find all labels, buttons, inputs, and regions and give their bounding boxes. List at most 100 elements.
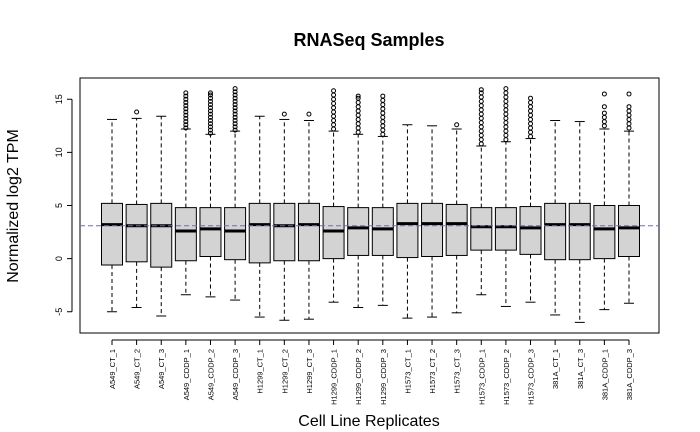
outlier-point bbox=[355, 108, 361, 114]
outlier-point bbox=[331, 118, 337, 123]
outlier-point bbox=[355, 125, 361, 131]
outlier-point bbox=[528, 121, 534, 127]
box-381A_CDDP_3 bbox=[618, 91, 640, 304]
x-tick-label: A549_CT_1 bbox=[108, 349, 117, 389]
outlier-point bbox=[331, 122, 337, 128]
outlier-point bbox=[232, 108, 238, 114]
x-tick-label: 381A_CDDP_1 bbox=[600, 349, 609, 400]
outlier-point bbox=[183, 106, 189, 112]
x-tick-label: A549_CDDP_3 bbox=[231, 349, 240, 400]
box-H1573_CDDP_3 bbox=[519, 95, 542, 303]
y-tick-label: 5 bbox=[54, 203, 64, 208]
outlier-point bbox=[380, 127, 386, 133]
outlier-point bbox=[601, 114, 607, 120]
outlier-point bbox=[503, 115, 509, 121]
outlier-point bbox=[503, 124, 509, 130]
outlier-point bbox=[503, 137, 509, 143]
box-381A_CT_3 bbox=[568, 121, 591, 323]
outlier-point bbox=[503, 90, 509, 96]
outlier-point bbox=[207, 92, 213, 98]
box-iqr bbox=[199, 207, 222, 257]
box-iqr bbox=[347, 207, 370, 256]
x-tick-label: 381A_CT_1 bbox=[551, 349, 560, 389]
y-tick-label: -5 bbox=[54, 308, 64, 316]
x-tick-label: H1573_CDDP_3 bbox=[527, 349, 536, 405]
outlier-point bbox=[331, 113, 337, 119]
outlier-point bbox=[355, 99, 361, 105]
x-tick-label: A549_CDDP_1 bbox=[182, 349, 191, 400]
box-iqr bbox=[544, 202, 567, 261]
box-iqr bbox=[470, 207, 493, 251]
y-tick-label: 10 bbox=[54, 147, 64, 157]
outlier-point bbox=[478, 124, 484, 130]
outlier-point bbox=[601, 104, 607, 110]
box-iqr bbox=[396, 202, 419, 259]
box-H1573_CT_2 bbox=[421, 125, 444, 318]
outlier-point bbox=[355, 121, 361, 127]
outlier-point bbox=[503, 132, 509, 138]
outlier-point bbox=[528, 108, 534, 114]
box-H1573_CDDP_2 bbox=[494, 86, 517, 307]
outlier-point bbox=[331, 96, 337, 102]
box-H1299_CDDP_1 bbox=[322, 88, 345, 303]
x-tick-label: H1299_CDDP_2 bbox=[354, 349, 363, 405]
outlier-point bbox=[183, 115, 189, 121]
box-iqr bbox=[445, 203, 468, 256]
outlier-point bbox=[207, 108, 213, 114]
outlier-point bbox=[232, 102, 238, 108]
y-axis-title: Normalized log2 TPM bbox=[5, 129, 22, 283]
outlier-point bbox=[478, 128, 484, 134]
outlier-point bbox=[478, 87, 484, 93]
outlier-point bbox=[380, 119, 386, 125]
outlier-point bbox=[380, 131, 386, 137]
outlier-point bbox=[232, 111, 238, 117]
x-tick-label: H1573_CT_1 bbox=[403, 349, 412, 394]
box-iqr bbox=[421, 202, 444, 257]
outlier-point bbox=[626, 104, 632, 110]
box-iqr bbox=[150, 202, 173, 268]
outlier-point bbox=[380, 106, 386, 112]
outlier-point bbox=[183, 90, 189, 96]
outlier-point bbox=[601, 110, 607, 116]
x-tick-label: H1299_CDDP_3 bbox=[379, 349, 388, 405]
outlier-point bbox=[528, 95, 534, 101]
outlier-point bbox=[503, 120, 509, 126]
y-tick-label: 15 bbox=[54, 94, 64, 104]
outlier-point bbox=[207, 124, 213, 130]
outlier-point bbox=[306, 111, 312, 117]
outlier-point bbox=[183, 122, 189, 128]
outlier-point bbox=[331, 92, 337, 98]
outlier-point bbox=[626, 108, 632, 114]
outlier-point bbox=[601, 91, 607, 97]
outlier-point bbox=[503, 94, 509, 100]
outlier-point bbox=[331, 126, 337, 132]
plot-frame bbox=[79, 77, 660, 334]
outlier-point bbox=[528, 112, 534, 118]
outlier-point bbox=[503, 86, 509, 92]
box-iqr bbox=[618, 205, 640, 257]
box-A549_CDDP_1 bbox=[174, 90, 197, 296]
outlier-point bbox=[207, 121, 213, 127]
x-tick-label: H1573_CT_3 bbox=[453, 349, 462, 394]
y-axis: -5 0 5 10 15 bbox=[54, 94, 73, 316]
outlier-point bbox=[478, 107, 484, 113]
outlier-point bbox=[183, 103, 189, 109]
outlier-point bbox=[626, 121, 632, 127]
box-A549_CT_1 bbox=[101, 118, 123, 313]
outlier-point bbox=[232, 118, 238, 123]
box-H1299_CDDP_3 bbox=[371, 93, 394, 306]
x-tick-label: H1573_CDDP_2 bbox=[502, 349, 511, 405]
box-A549_CT_3 bbox=[150, 115, 173, 317]
outlier-point bbox=[281, 111, 287, 117]
outlier-point bbox=[232, 98, 238, 104]
outlier-point bbox=[478, 137, 484, 143]
outlier-point bbox=[207, 90, 213, 96]
outlier-point bbox=[331, 109, 337, 115]
outlier-point bbox=[478, 120, 484, 126]
box-iqr bbox=[248, 202, 271, 264]
outlier-point bbox=[478, 90, 484, 96]
outlier-point bbox=[355, 93, 361, 99]
box-iqr bbox=[101, 202, 123, 266]
x-tick-label: H1299_CDDP_1 bbox=[330, 349, 339, 405]
